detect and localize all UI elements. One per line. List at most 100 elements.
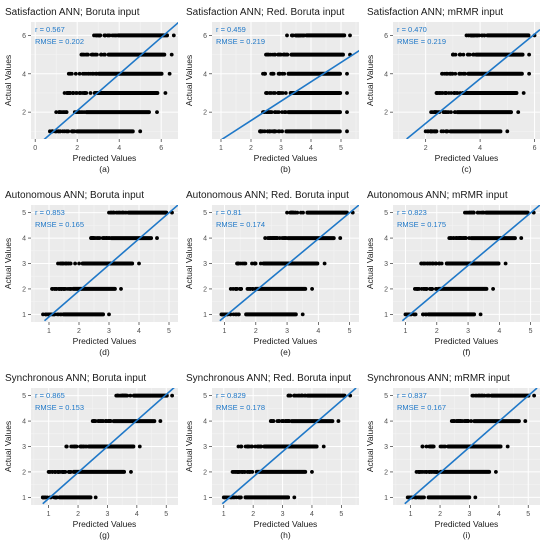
data-point xyxy=(239,444,244,449)
dense-point-band xyxy=(243,495,291,500)
data-point xyxy=(94,71,99,76)
data-point xyxy=(258,261,263,266)
data-point xyxy=(503,261,508,266)
dense-point-band xyxy=(286,110,342,115)
correlation-label: r = 0.865 xyxy=(35,391,65,400)
data-point xyxy=(268,419,273,423)
data-point xyxy=(479,210,484,215)
data-point xyxy=(430,261,435,266)
data-point xyxy=(66,287,70,291)
plot-background xyxy=(31,22,178,139)
data-point xyxy=(56,261,60,266)
dense-point-band xyxy=(71,469,127,474)
x-tick-label: 5 xyxy=(339,145,343,152)
x-tick-label: 5 xyxy=(167,328,171,335)
data-point xyxy=(434,470,439,474)
data-point xyxy=(345,91,349,95)
y-tick-label: 3 xyxy=(22,261,26,268)
data-point xyxy=(469,419,473,423)
scatter-chart: Synchronous ANN; Boruta input r = 0.865 RM… xyxy=(3,373,178,540)
data-point xyxy=(449,71,453,76)
data-point xyxy=(283,236,288,240)
dense-point-band xyxy=(57,495,93,500)
data-point xyxy=(62,110,66,115)
correlation-label: r = 0.853 xyxy=(35,208,65,217)
correlation-label: r = 0.829 xyxy=(216,391,246,400)
x-tick-label: 1 xyxy=(223,328,227,335)
data-point xyxy=(118,210,123,215)
data-point xyxy=(423,470,427,474)
correlation-label: r = 0.837 xyxy=(397,391,427,400)
data-point xyxy=(163,91,168,95)
data-point xyxy=(115,210,120,215)
data-point xyxy=(43,495,48,500)
x-tick-label: 4 xyxy=(497,511,501,518)
dense-point-band xyxy=(304,33,347,38)
dense-point-band xyxy=(86,444,136,449)
axis-ticks xyxy=(28,35,162,142)
data-point xyxy=(50,287,54,291)
y-tick-label: 1 xyxy=(384,312,388,319)
y-axis-label: Actual Values xyxy=(365,421,375,472)
axis-ticks xyxy=(390,35,535,142)
data-point xyxy=(241,470,245,474)
data-point xyxy=(137,444,142,449)
dense-point-band xyxy=(426,312,477,317)
x-tick-label: 4 xyxy=(316,328,320,335)
data-point xyxy=(250,287,255,291)
data-point xyxy=(110,33,115,38)
y-tick-label: 6 xyxy=(384,33,388,40)
y-tick-label: 2 xyxy=(203,110,207,117)
data-point xyxy=(487,393,491,398)
scatter-chart: Autonomous ANN; Red. Boruta input r = 0.8… xyxy=(184,190,359,357)
dense-point-band xyxy=(80,261,135,266)
data-point xyxy=(447,236,452,240)
data-points xyxy=(423,33,537,134)
axis-ticks xyxy=(28,395,167,508)
data-point xyxy=(478,312,483,317)
data-point xyxy=(52,495,57,500)
y-axis-label: Actual Values xyxy=(3,238,13,289)
data-point xyxy=(345,71,349,76)
x-tick-label: 2 xyxy=(75,145,79,152)
data-point xyxy=(277,129,282,134)
data-point xyxy=(96,419,101,423)
data-point xyxy=(268,129,272,134)
chart-title: Satisfaction ANN; Red. Boruta input xyxy=(186,7,345,18)
data-point xyxy=(281,52,286,57)
dense-point-band xyxy=(455,110,513,115)
y-tick-label: 4 xyxy=(203,419,207,426)
data-point xyxy=(82,91,87,95)
data-point xyxy=(236,470,241,474)
scatter-chart: Satisfaction ANN; Red. Boruta input r = 0… xyxy=(184,7,359,174)
data-point xyxy=(41,312,45,317)
x-tick-label: 4 xyxy=(497,328,501,335)
data-point xyxy=(102,236,107,240)
x-axis-label: Predicted Values xyxy=(73,519,137,529)
x-tick-label: 2 xyxy=(251,511,255,518)
dense-point-band xyxy=(436,286,489,291)
data-point xyxy=(79,444,84,449)
data-point xyxy=(106,236,111,240)
data-point xyxy=(462,419,467,423)
y-tick-label: 1 xyxy=(22,495,26,502)
x-tick-label: 5 xyxy=(164,511,168,518)
data-point xyxy=(441,110,446,115)
data-point xyxy=(102,52,107,57)
y-tick-label: 1 xyxy=(22,312,26,319)
data-point xyxy=(107,312,111,317)
x-tick-label: 5 xyxy=(526,511,530,518)
dense-point-band xyxy=(111,419,157,424)
scatter-chart: Autonomous ANN; Boruta input r = 0.853 RMS… xyxy=(3,190,178,357)
data-point xyxy=(449,419,454,423)
y-tick-label: 4 xyxy=(384,71,388,78)
dense-point-band xyxy=(75,129,135,134)
x-axis-label: Predicted Values xyxy=(73,336,137,346)
data-point xyxy=(532,393,537,398)
chart-title: Synchronous ANN; mRMR input xyxy=(367,373,510,384)
data-point xyxy=(40,495,45,500)
data-point xyxy=(273,52,277,57)
y-tick-label: 2 xyxy=(384,286,388,293)
chart-panel: Satisfaction ANN; Boruta input r = 0.567 R… xyxy=(1,0,180,188)
